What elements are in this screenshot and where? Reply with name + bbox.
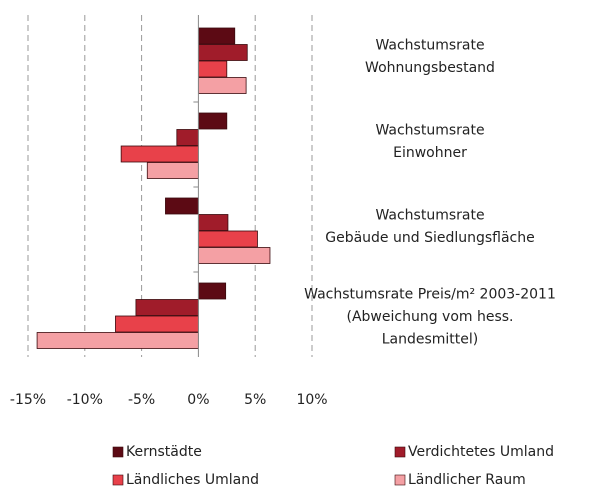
bar [197,27,236,45]
x-tick-label: 0% [187,392,209,408]
legend-label: Ländliches Umland [126,472,259,488]
legend-label: Kernstädte [126,444,202,460]
legend-marker [394,446,406,458]
bar [197,112,228,130]
legend-label: Ländlicher Raum [408,472,526,488]
category-label: Wachstumsrate Gebäude und Siedlungsfläche [325,208,535,247]
x-tick-label: 10% [296,392,327,408]
bar [36,332,199,349]
bar [197,230,258,248]
legend-marker [112,474,124,486]
x-tick-label: -10% [67,392,103,408]
x-tick-label: 5% [244,392,266,408]
bar [120,145,199,163]
bar [115,315,199,333]
category-label: Wachstumsrate Einwohner [375,123,484,162]
bar [197,44,248,61]
bar [197,77,247,94]
category-label: Wachstumsrate Wohnungsbestand [365,38,495,77]
bar [146,162,199,179]
legend-marker [112,446,124,458]
x-tick-label: -5% [128,392,155,408]
bar [197,282,227,300]
bar [197,214,229,231]
bar [197,60,228,78]
bar [176,129,199,146]
category-label: Wachstumsrate Preis/m² 2003-2011 (Abweich… [304,287,556,348]
bar [165,197,199,215]
legend-marker [394,474,406,486]
x-tick-label: -15% [10,392,46,408]
legend-label: Verdichtetes Umland [408,444,554,460]
bar [135,299,199,316]
bar [197,247,271,264]
